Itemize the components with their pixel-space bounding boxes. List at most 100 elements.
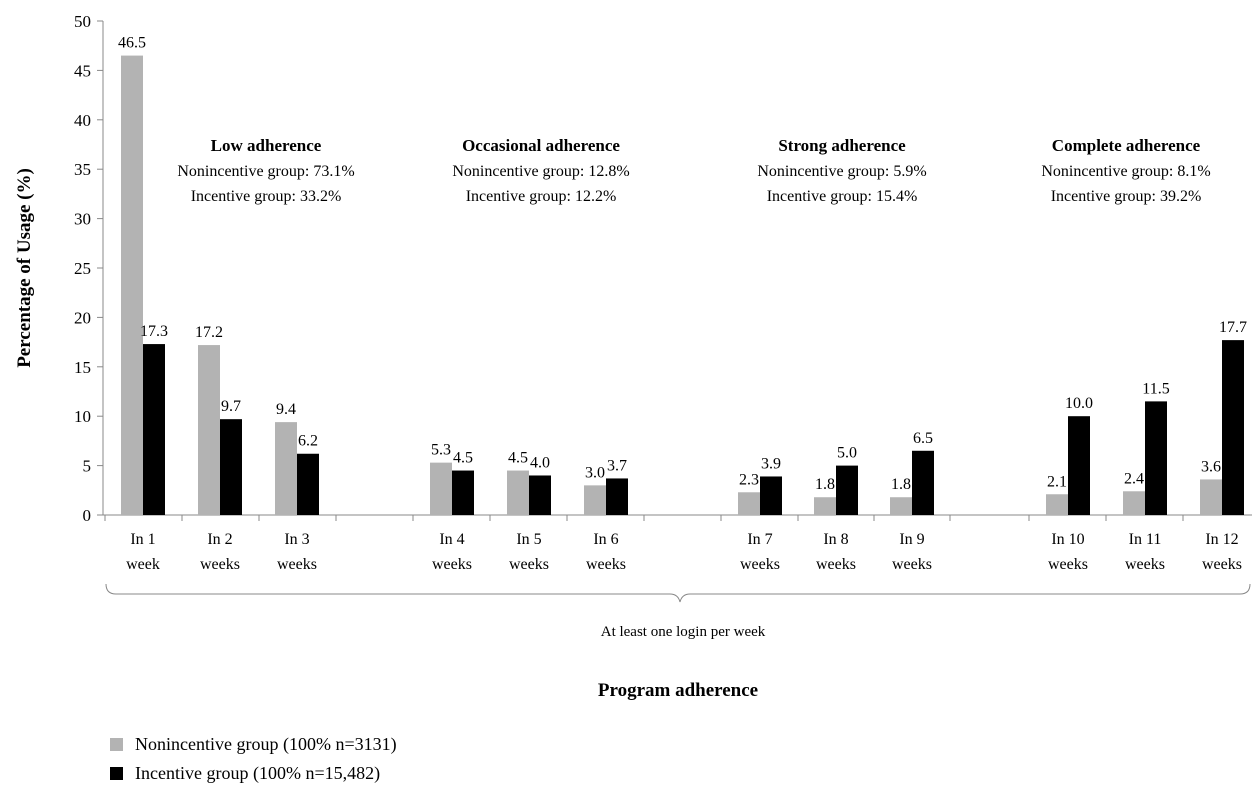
annotation-line: Incentive group: 15.4% [767, 188, 918, 205]
bar-nonincentive [890, 497, 912, 515]
annotation-line: Incentive group: 33.2% [191, 188, 342, 205]
x-category-label: In 9 [899, 531, 924, 548]
brace-label: At least one login per week [601, 624, 766, 640]
y-tick-label: 45 [74, 61, 91, 80]
data-label-nonincentive: 46.5 [118, 35, 146, 52]
data-label-incentive: 4.0 [530, 454, 550, 471]
annotation-title: Low adherence [211, 136, 322, 155]
legend-item-nonincentive: Nonincentive group (100% n=3131) [110, 730, 397, 759]
x-axis-title: Program adherence [598, 680, 758, 701]
x-category-label: In 12 [1205, 531, 1238, 548]
legend-item-incentive: Incentive group (100% n=15,482) [110, 759, 397, 788]
bar-nonincentive [1123, 491, 1145, 515]
data-label-incentive: 17.7 [1219, 319, 1247, 336]
bar-incentive [297, 453, 319, 515]
x-category-label: In 6 [593, 531, 618, 548]
x-category-label: weeks [509, 556, 549, 573]
data-label-nonincentive: 17.2 [195, 324, 223, 341]
data-label-incentive: 10.0 [1065, 395, 1093, 412]
y-tick-label: 20 [74, 308, 91, 327]
bar-incentive [1145, 401, 1167, 515]
group-annotation: Strong adherence Nonincentive group: 5.9%… [757, 136, 926, 205]
data-label-incentive: 11.5 [1142, 380, 1169, 397]
data-label-nonincentive: 3.0 [585, 464, 605, 481]
x-category-label: weeks [200, 556, 240, 573]
bar-nonincentive [198, 345, 220, 515]
annotation-line: Nonincentive group: 73.1% [177, 163, 354, 180]
x-category-label: In 2 [207, 531, 232, 548]
bar-nonincentive [584, 485, 606, 515]
x-category-label: In 1 [130, 531, 155, 548]
x-category-label: In 4 [439, 531, 464, 548]
brace-path [105, 583, 1251, 603]
data-label-nonincentive: 1.8 [815, 476, 835, 493]
x-category-label: In 10 [1051, 531, 1084, 548]
legend-swatch-incentive [110, 767, 123, 780]
x-category-label: weeks [740, 556, 780, 573]
annotation-line: Incentive group: 39.2% [1051, 188, 1202, 205]
bar-nonincentive [1200, 479, 1222, 515]
bar-nonincentive [275, 422, 297, 515]
x-category-label: In 11 [1129, 531, 1162, 548]
annotation-title: Occasional adherence [462, 136, 620, 155]
x-category-label: weeks [1202, 556, 1242, 573]
y-tick-label: 40 [74, 111, 91, 130]
group-annotation: Complete adherence Nonincentive group: 8.… [1041, 136, 1210, 205]
legend-label-nonincentive: Nonincentive group (100% n=3131) [135, 734, 397, 754]
x-category-label: In 7 [747, 531, 772, 548]
data-label-nonincentive: 9.4 [276, 401, 296, 418]
annotation-title: Strong adherence [778, 136, 906, 155]
bar-incentive [912, 450, 934, 515]
labels: 46.517.29.45.3 4.53.0 2.3 1.8 1.8 2.1 2.43.617… [118, 35, 1247, 573]
y-tick-label: 25 [74, 259, 91, 278]
x-category-label: weeks [277, 556, 317, 573]
legend-swatch-nonincentive [110, 738, 123, 751]
bars [121, 55, 1244, 516]
x-category-label: weeks [816, 556, 856, 573]
x-category-label: weeks [432, 556, 472, 573]
legend: Nonincentive group (100% n=3131) Incenti… [110, 730, 397, 788]
bar-nonincentive [1046, 494, 1068, 515]
y-tick-label: 5 [83, 457, 92, 476]
y-tick-label: 15 [74, 358, 91, 377]
y-axis-title: Percentage of Usage (%) [14, 168, 35, 368]
y-tick-label: 0 [83, 506, 92, 525]
group-annotations: Low adherence Nonincentive group: 73.1% In… [177, 136, 1210, 205]
bar-nonincentive [507, 470, 529, 515]
bar-incentive [220, 419, 242, 515]
legend-label-incentive: Incentive group (100% n=15,482) [135, 763, 381, 783]
x-category-label: week [126, 556, 160, 573]
data-label-nonincentive: 5.3 [431, 442, 451, 459]
x-category-label: In 3 [284, 531, 309, 548]
bar-nonincentive [121, 55, 143, 516]
bar-incentive [760, 476, 782, 515]
y-tick-label: 10 [74, 407, 91, 426]
bar-incentive [143, 344, 165, 515]
data-label-incentive: 6.2 [298, 433, 318, 450]
data-label-incentive: 6.5 [913, 430, 933, 447]
group-annotation: Low adherence Nonincentive group: 73.1% In… [177, 136, 354, 205]
annotation-line: Nonincentive group: 8.1% [1041, 163, 1210, 180]
x-category-label: In 8 [823, 531, 848, 548]
annotation-line: Nonincentive group: 12.8% [452, 163, 629, 180]
data-label-nonincentive: 3.6 [1201, 458, 1221, 475]
data-label-incentive: 4.5 [453, 450, 473, 467]
bar-nonincentive [738, 492, 760, 515]
x-category-label: weeks [892, 556, 932, 573]
x-category-label: weeks [1125, 556, 1165, 573]
data-label-incentive: 3.7 [607, 457, 627, 474]
y-tick-label: 50 [74, 12, 91, 31]
data-label-nonincentive: 4.5 [508, 450, 528, 467]
data-label-incentive: 5.0 [837, 445, 857, 462]
data-label-nonincentive: 2.3 [739, 471, 759, 488]
bar-incentive [1222, 340, 1244, 515]
bar-incentive [452, 470, 474, 515]
annotation-title: Complete adherence [1052, 136, 1201, 155]
bar-incentive [529, 475, 551, 515]
data-label-incentive: 9.7 [221, 398, 241, 415]
data-label-incentive: 17.3 [140, 323, 168, 340]
x-category-label: weeks [586, 556, 626, 573]
y-tick-label: 35 [74, 160, 91, 179]
bar-incentive [836, 465, 858, 515]
